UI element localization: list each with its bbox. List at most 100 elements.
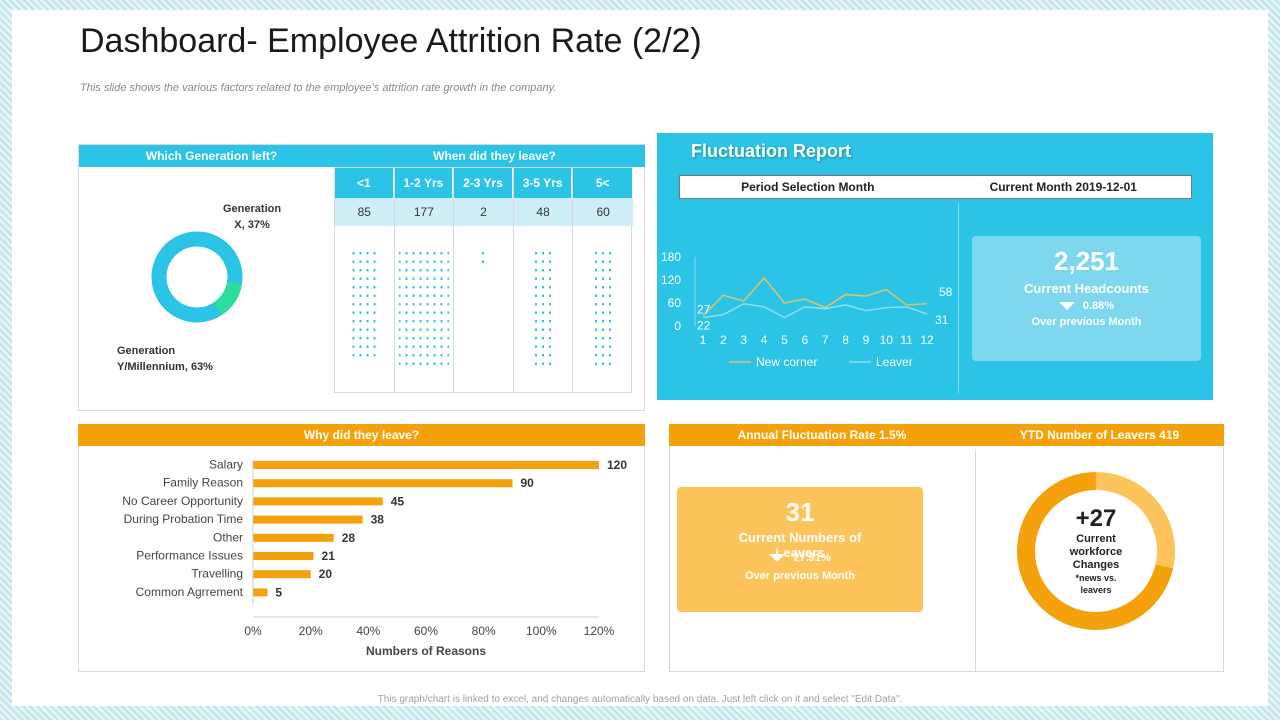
- tenure-dot: [405, 337, 408, 340]
- tenure-dot: [426, 277, 429, 280]
- tenure-dot: [419, 252, 422, 255]
- fluct-x-tick: 7: [822, 333, 829, 347]
- reason-x-tick: 0%: [244, 624, 262, 638]
- tenure-dot: [419, 303, 422, 306]
- reason-bar: [253, 588, 268, 597]
- reason-value-label: 5: [275, 585, 282, 599]
- tenure-dot: [366, 345, 369, 348]
- tenure-dot: [433, 286, 436, 289]
- tenure-dot: [419, 294, 422, 297]
- fluct-y-tick: 120: [661, 273, 681, 287]
- tenure-dot: [398, 311, 401, 314]
- tenure-dot: [412, 337, 415, 340]
- tenure-dot: [426, 269, 429, 272]
- current-month: Current Month 2019-12-01: [989, 180, 1137, 194]
- tenure-dot: [447, 252, 449, 255]
- tenure-dot: [440, 269, 443, 272]
- tenure-dot: [440, 277, 443, 280]
- reason-label: Family Reason: [163, 476, 243, 490]
- tenure-dot: [373, 277, 376, 280]
- tenure-dot: [609, 277, 612, 280]
- tenure-dot: [609, 286, 612, 289]
- tenure-dot-pictogram: [454, 252, 513, 372]
- headcount-label: Current Headcounts: [1024, 281, 1149, 296]
- tenure-dot: [609, 311, 612, 314]
- donut-slice-gen-y: [151, 231, 231, 323]
- tenure-dot: [398, 320, 401, 323]
- tenure-dot: [433, 311, 436, 314]
- tenure-dot: [542, 303, 545, 306]
- tenure-dot: [405, 252, 408, 255]
- tenure-dot: [595, 277, 598, 280]
- tenure-dot: [535, 345, 538, 348]
- tenure-dot: [447, 294, 449, 297]
- reason-x-tick: 60%: [414, 624, 438, 638]
- tenure-dot: [602, 362, 605, 365]
- tenure-dot: [535, 252, 538, 255]
- tenure-dot: [352, 277, 355, 280]
- tenure-dot: [366, 277, 369, 280]
- workforce-donut-chart: [1017, 472, 1175, 630]
- tenure-dot: [359, 337, 362, 340]
- workforce-line5: leavers: [1080, 585, 1112, 595]
- triangle-down-icon: [1058, 302, 1075, 311]
- tenure-dot: [535, 303, 538, 306]
- leavers-change-row: 27.91%: [677, 552, 923, 564]
- tenure-dot: [433, 337, 436, 340]
- tenure-dot: [542, 294, 545, 297]
- annual-rate-value: 1.5%: [878, 428, 907, 442]
- tenure-dot: [373, 252, 376, 255]
- gen-y-label-line1: Generation: [117, 345, 176, 357]
- tenure-dot: [595, 311, 598, 314]
- tenure-dot: [595, 286, 598, 289]
- ytd-value: 419: [1159, 428, 1180, 442]
- tenure-dot: [352, 354, 355, 357]
- tenure-dot: [440, 294, 443, 297]
- tenure-dot: [426, 354, 429, 357]
- tenure-dot: [426, 303, 429, 306]
- workforce-line2: workforce: [1069, 546, 1123, 558]
- tenure-dot: [366, 286, 369, 289]
- donut-slice-leavers: [1017, 472, 1174, 630]
- tenure-dot: [595, 345, 598, 348]
- tenure-dot: [549, 294, 552, 297]
- tenure-dot: [535, 320, 538, 323]
- tenure-dot: [412, 311, 415, 314]
- tenure-dot: [398, 286, 401, 289]
- tenure-dot: [549, 337, 552, 340]
- tenure-dot: [359, 320, 362, 323]
- tenure-dot: [549, 303, 552, 306]
- period-selector[interactable]: Period Selection Month Current Month 201…: [679, 175, 1192, 199]
- tenure-dot: [433, 345, 436, 348]
- tenure-dot: [602, 277, 605, 280]
- workforce-line4: *news vs.: [1075, 573, 1117, 583]
- reason-bar: [253, 461, 599, 469]
- tenure-dot: [419, 260, 422, 263]
- tenure-column: 5< 60: [573, 168, 633, 392]
- tenure-dot: [433, 303, 436, 306]
- tenure-dot: [542, 328, 545, 331]
- tenure-dot: [433, 294, 436, 297]
- donut-slice-accent: [212, 281, 242, 316]
- tenure-dot: [535, 269, 538, 272]
- tenure-dot: [595, 354, 598, 357]
- tenure-dot: [352, 303, 355, 306]
- tenure-dot: [549, 260, 552, 263]
- tenure-dot: [373, 269, 376, 272]
- fluct-annotation: 22: [697, 319, 711, 333]
- tenure-dot: [549, 277, 552, 280]
- tenure-dot: [440, 362, 443, 365]
- reason-label: During Probation Time: [124, 512, 244, 526]
- tenure-dot: [373, 337, 376, 340]
- tenure-dot: [373, 354, 376, 357]
- tenure-dot: [412, 260, 415, 263]
- tenure-dot: [542, 260, 545, 263]
- tenure-dot: [595, 337, 598, 340]
- tenure-dot: [542, 252, 545, 255]
- tenure-dot: [535, 337, 538, 340]
- tenure-dot: [405, 345, 408, 348]
- fluct-x-tick: 11: [900, 333, 913, 347]
- tenure-dot: [373, 260, 376, 263]
- tenure-dot: [373, 303, 376, 306]
- reason-label: Other: [213, 530, 243, 544]
